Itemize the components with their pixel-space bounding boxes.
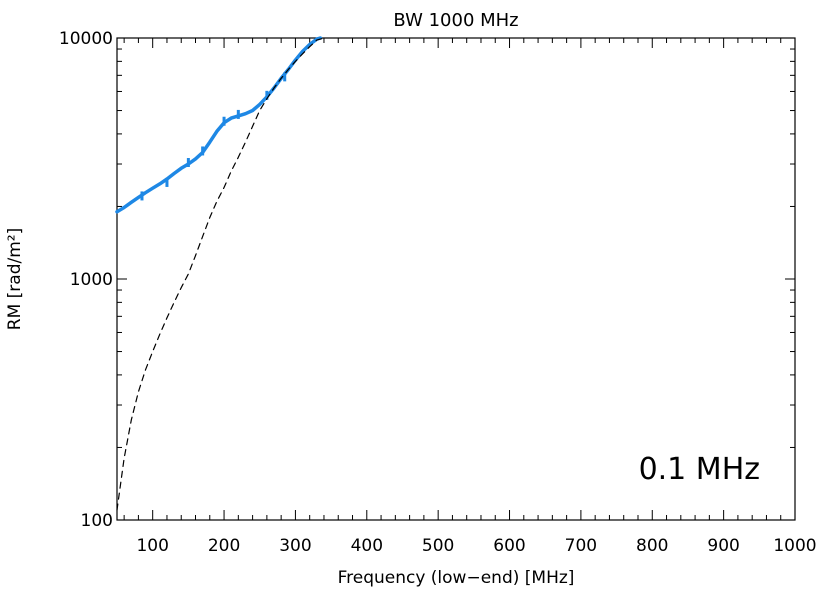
series-line-model (116, 37, 325, 511)
x-tick-label: 600 (493, 536, 525, 556)
y-axis-tick-labels: 100 1000 10000 (59, 29, 113, 531)
series-line-measured (115, 36, 323, 214)
x-tick-label: 200 (208, 536, 240, 556)
annotation-label: 0.1 MHz (639, 452, 760, 487)
chart-title: BW 1000 MHz (393, 10, 518, 31)
x-axis-tick-labels: 100 200 300 400 500 600 700 800 900 1000 (136, 536, 816, 556)
x-axis-ticks (123, 38, 796, 520)
x-axis-title: Frequency (low−end) [MHz] (338, 568, 575, 588)
y-axis-ticks (117, 37, 795, 521)
x-tick-label: 900 (707, 536, 739, 556)
series-layer (115, 36, 325, 511)
y-axis-title: RM [rad/m²] (5, 228, 25, 330)
y-tick-label: 1000 (70, 270, 113, 290)
x-tick-label: 700 (565, 536, 597, 556)
y-tick-label: 10000 (59, 29, 113, 49)
x-tick-label: 300 (279, 536, 311, 556)
x-tick-label: 500 (422, 536, 454, 556)
plot-frame (116, 37, 796, 521)
x-tick-label: 400 (351, 536, 383, 556)
x-tick-label: 800 (636, 536, 668, 556)
x-tick-label: 100 (136, 536, 168, 556)
y-tick-label: 100 (81, 511, 113, 531)
x-tick-label: 1000 (773, 536, 816, 556)
